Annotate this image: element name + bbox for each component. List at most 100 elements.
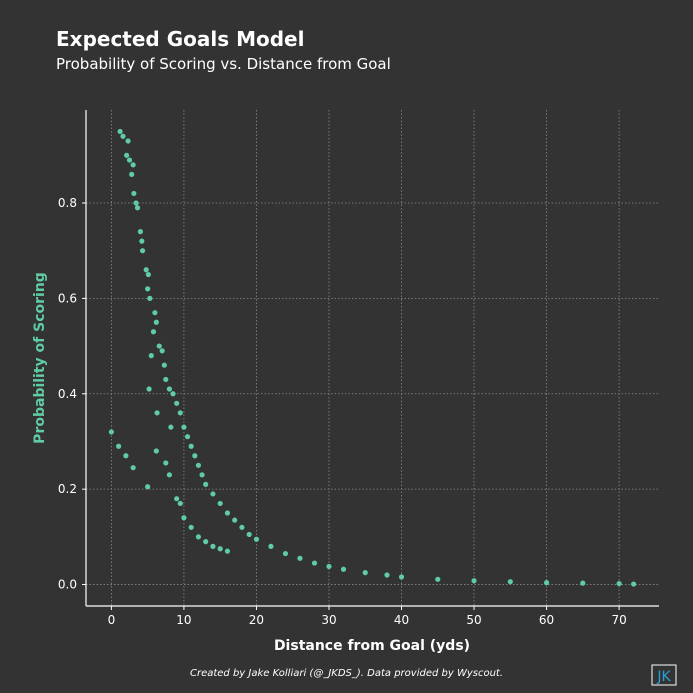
x-tick-label: 60 [539, 613, 554, 627]
data-point [166, 386, 173, 392]
data-point [282, 550, 289, 557]
chart-subtitle: Probability of Scoring vs. Distance from… [56, 55, 391, 73]
data-point [139, 238, 145, 244]
data-point [217, 546, 223, 552]
data-point [253, 536, 260, 542]
data-point [150, 329, 157, 335]
data-point [117, 128, 123, 135]
y-tick-label: 0.8 [58, 196, 77, 210]
y-tick-label: 0.2 [58, 482, 77, 496]
data-point [120, 133, 126, 139]
data-point [153, 319, 159, 325]
data-point [435, 576, 441, 582]
data-point [580, 580, 586, 586]
data-point [507, 579, 513, 585]
data-points [108, 128, 637, 587]
data-point [161, 362, 167, 368]
data-point [181, 515, 187, 521]
x-axis-label: Distance from Goal (yds) [274, 638, 470, 654]
data-point [326, 563, 332, 570]
data-point [152, 310, 158, 316]
credit-text: Created by Jake Kolliari (@_JKDS_). Data… [189, 668, 504, 679]
data-point [195, 534, 202, 540]
data-point [130, 465, 136, 471]
data-point [631, 581, 637, 587]
x-tick-label: 20 [249, 613, 264, 627]
data-point [143, 267, 149, 273]
data-point [311, 560, 318, 566]
x-tick-label: 40 [394, 613, 409, 627]
data-point [177, 500, 183, 507]
data-point [163, 460, 169, 466]
data-point [133, 200, 139, 206]
data-point [159, 348, 165, 354]
data-point [616, 580, 622, 587]
data-point [146, 386, 152, 392]
data-point [168, 424, 174, 430]
data-point [137, 229, 143, 235]
data-point [384, 572, 390, 578]
data-point [123, 453, 129, 459]
data-point [166, 472, 173, 478]
data-point [108, 429, 114, 435]
data-point [246, 531, 252, 538]
axes [82, 110, 659, 610]
data-point [184, 434, 191, 440]
data-point [139, 248, 146, 254]
y-axis-label: Probability of Scoring [32, 272, 48, 444]
y-tick-label: 0.4 [58, 387, 77, 401]
data-point [174, 400, 180, 406]
x-tick-label: 30 [321, 613, 336, 627]
data-point [145, 286, 151, 292]
data-point [224, 510, 231, 516]
data-point [471, 578, 477, 584]
data-point [148, 353, 154, 359]
data-point [116, 443, 122, 449]
data-point [130, 162, 136, 168]
y-tick-label: 0.6 [58, 291, 77, 305]
data-point [543, 580, 550, 586]
data-point [268, 543, 274, 549]
data-point [217, 500, 223, 507]
data-point [398, 574, 405, 580]
jk-logo-icon: JK [651, 664, 677, 686]
data-point [125, 138, 131, 144]
data-point [126, 157, 133, 163]
data-point [177, 410, 183, 416]
data-point [195, 462, 202, 468]
data-point [181, 424, 187, 430]
data-point [129, 171, 135, 177]
data-point [163, 376, 169, 383]
data-point [224, 548, 231, 554]
x-tick-label: 50 [466, 613, 481, 627]
svg-text:JK: JK [656, 669, 671, 685]
data-point [297, 555, 303, 561]
data-point [124, 152, 130, 158]
data-point [153, 448, 159, 454]
data-point [170, 391, 176, 397]
x-tick-label: 70 [611, 613, 626, 627]
data-point [174, 496, 180, 502]
data-point [199, 472, 205, 478]
data-point [134, 205, 141, 211]
data-point [239, 524, 245, 530]
data-point [145, 271, 151, 278]
data-point [188, 443, 194, 449]
data-point [145, 484, 151, 490]
x-tick-label: 0 [108, 613, 116, 627]
data-point [232, 517, 238, 523]
data-point [188, 524, 194, 530]
data-point [131, 190, 137, 197]
data-point [203, 539, 209, 545]
chart-title: Expected Goals Model [56, 27, 305, 51]
x-tick-label: 10 [176, 613, 191, 627]
grid-lines [86, 110, 659, 606]
data-point [156, 343, 162, 349]
data-point [362, 570, 368, 576]
data-point [154, 410, 160, 416]
data-point [210, 543, 216, 549]
y-tick-label: 0.0 [58, 578, 77, 592]
data-point [340, 566, 347, 572]
data-point [192, 453, 198, 459]
